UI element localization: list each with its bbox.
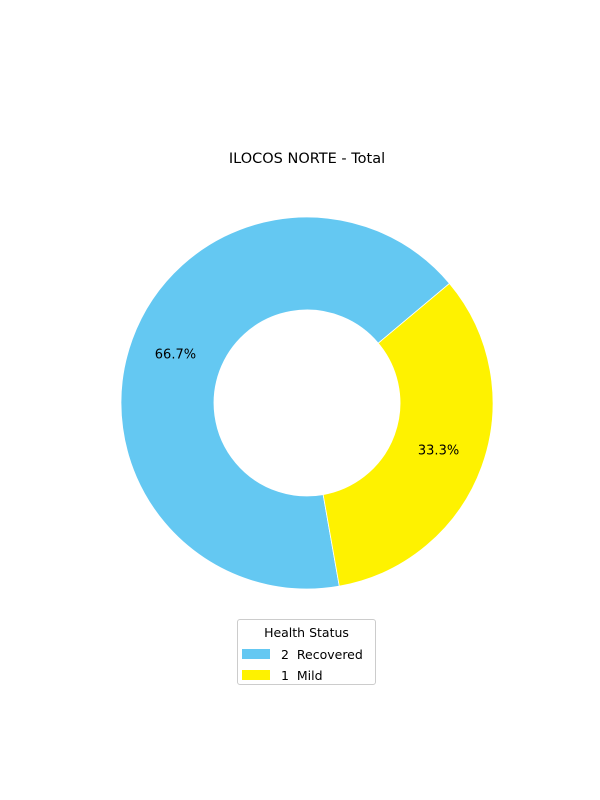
legend-entry-recovered: 2 Recovered xyxy=(242,646,363,662)
slice-mild xyxy=(322,282,494,587)
donut-slices xyxy=(120,216,494,590)
legend-entry-mild: 1 Mild xyxy=(242,667,323,683)
legend-label-mild: 1 Mild xyxy=(281,667,323,683)
chart-title: ILOCOS NORTE - Total xyxy=(229,151,385,167)
legend-swatch-mild xyxy=(242,670,270,680)
percent-labels: 66.7% 33.3% xyxy=(155,348,459,459)
legend-swatch-recovered xyxy=(242,649,270,659)
legend: Health Status 2 Recovered 1 Mild xyxy=(237,619,376,685)
percent-label-mild: 33.3% xyxy=(418,443,459,458)
legend-label-recovered: 2 Recovered xyxy=(281,646,363,662)
legend-title: Health Status xyxy=(264,625,349,640)
percent-label-recovered: 66.7% xyxy=(155,348,196,363)
slice-recovered xyxy=(120,216,451,590)
